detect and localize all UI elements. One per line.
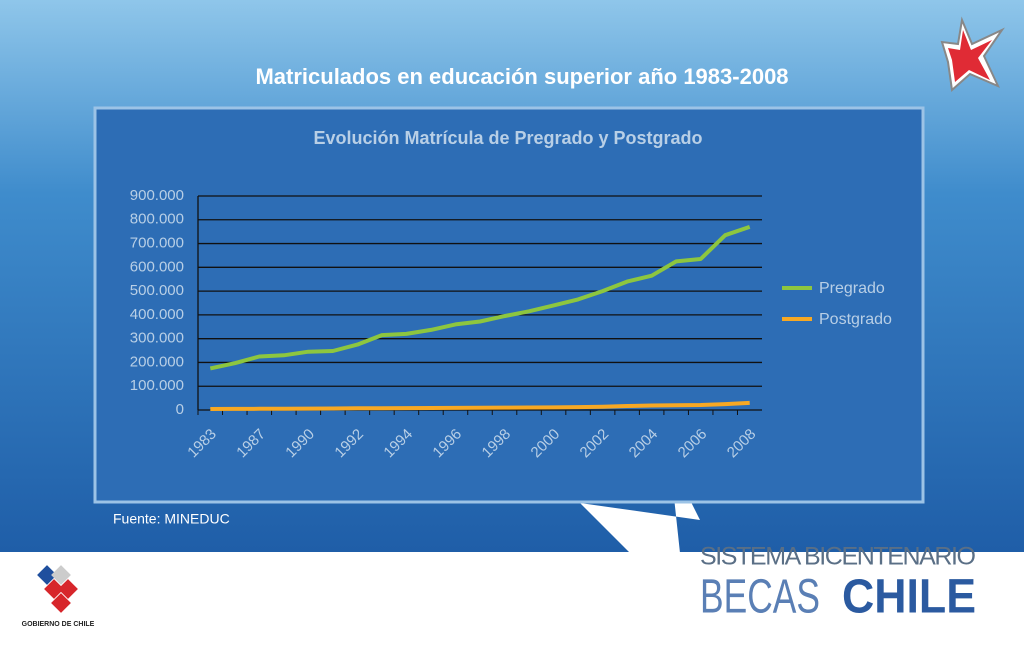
y-tick-label: 700.000 bbox=[130, 235, 184, 252]
gov-text: GOBIERNO DE CHILE bbox=[22, 621, 95, 628]
y-tick-label: 800.000 bbox=[130, 211, 184, 228]
y-tick-label: 600.000 bbox=[130, 258, 184, 275]
program-line1: SISTEMA BICENTENARIO bbox=[700, 543, 976, 571]
y-tick-label: 200.000 bbox=[130, 353, 184, 370]
y-tick-label: 900.000 bbox=[130, 187, 184, 204]
series-line bbox=[210, 400, 750, 411]
program-word1: BECAS bbox=[700, 571, 820, 624]
legend-label: Postgrado bbox=[819, 311, 892, 328]
chart-panel bbox=[93, 106, 925, 504]
y-tick-label: 0 bbox=[176, 401, 184, 418]
y-tick-label: 100.000 bbox=[130, 377, 184, 394]
y-tick-label: 400.000 bbox=[130, 306, 184, 323]
series-line bbox=[209, 225, 751, 371]
program-word2: CHILE bbox=[842, 571, 976, 624]
white-arrow bbox=[580, 460, 700, 553]
source: Fuente: MINEDUC bbox=[113, 511, 230, 527]
legend-label: Pregrado bbox=[819, 280, 885, 297]
chart-title: Evolución Matrícula de Pregrado y Postgr… bbox=[313, 128, 702, 148]
y-tick-label: 500.000 bbox=[130, 282, 184, 299]
y-tick-label: 300.000 bbox=[130, 330, 184, 347]
star-logo-inner bbox=[948, 30, 992, 82]
heading: Matriculados en educación superior año 1… bbox=[255, 64, 788, 89]
